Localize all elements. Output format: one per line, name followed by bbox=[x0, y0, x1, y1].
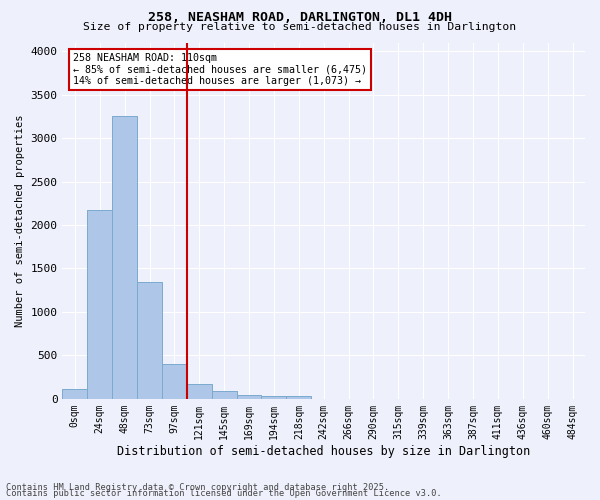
Bar bbox=[236, 395, 262, 399]
Text: Contains HM Land Registry data © Crown copyright and database right 2025.: Contains HM Land Registry data © Crown c… bbox=[6, 483, 389, 492]
Bar bbox=[88, 210, 112, 399]
Bar bbox=[137, 282, 162, 399]
Bar bbox=[286, 396, 311, 399]
Bar bbox=[112, 116, 137, 399]
Text: 258 NEASHAM ROAD: 110sqm
← 85% of semi-detached houses are smaller (6,475)
14% o: 258 NEASHAM ROAD: 110sqm ← 85% of semi-d… bbox=[73, 53, 367, 86]
Bar bbox=[62, 390, 88, 399]
Bar bbox=[212, 391, 236, 399]
Bar bbox=[162, 364, 187, 399]
Text: 258, NEASHAM ROAD, DARLINGTON, DL1 4DH: 258, NEASHAM ROAD, DARLINGTON, DL1 4DH bbox=[148, 11, 452, 24]
Text: Contains public sector information licensed under the Open Government Licence v3: Contains public sector information licen… bbox=[6, 490, 442, 498]
Bar bbox=[187, 384, 212, 399]
Bar bbox=[262, 396, 286, 399]
Y-axis label: Number of semi-detached properties: Number of semi-detached properties bbox=[15, 114, 25, 327]
X-axis label: Distribution of semi-detached houses by size in Darlington: Distribution of semi-detached houses by … bbox=[117, 444, 530, 458]
Text: Size of property relative to semi-detached houses in Darlington: Size of property relative to semi-detach… bbox=[83, 22, 517, 32]
